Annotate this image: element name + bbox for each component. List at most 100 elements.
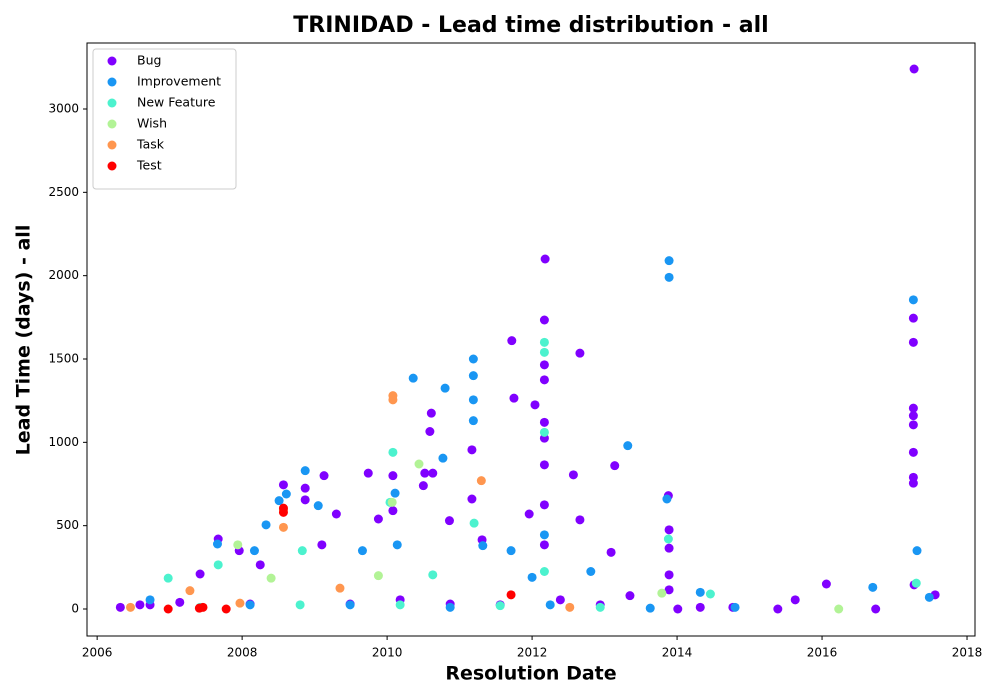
point xyxy=(331,509,341,519)
point xyxy=(645,603,655,613)
point xyxy=(575,348,585,358)
point xyxy=(664,570,674,580)
point xyxy=(821,579,831,589)
point xyxy=(408,373,418,383)
point xyxy=(319,471,329,481)
legend-label: New Feature xyxy=(137,95,216,110)
point xyxy=(363,468,373,478)
point xyxy=(313,501,323,511)
point xyxy=(673,604,683,614)
point xyxy=(300,483,310,493)
point xyxy=(705,589,715,599)
point xyxy=(664,272,674,282)
x-tick-label: 2008 xyxy=(227,646,258,660)
point xyxy=(506,546,516,556)
point xyxy=(115,602,125,612)
y-tick-label: 2500 xyxy=(48,185,79,199)
point xyxy=(395,600,405,610)
point xyxy=(662,494,672,504)
point xyxy=(426,408,436,418)
legend-marker xyxy=(107,77,117,87)
point xyxy=(235,598,245,608)
point xyxy=(507,336,517,346)
legend: Bug Improvement New Feature Wish Task Test xyxy=(92,48,237,190)
point xyxy=(163,604,173,614)
point xyxy=(539,540,549,550)
point xyxy=(438,453,448,463)
legend-label: Improvement xyxy=(137,74,221,89)
point xyxy=(233,540,243,550)
point xyxy=(773,604,783,614)
point xyxy=(539,315,549,325)
point xyxy=(388,447,398,457)
point xyxy=(834,604,844,614)
legend-marker xyxy=(107,119,117,129)
point xyxy=(212,539,222,549)
point xyxy=(300,466,310,476)
point xyxy=(664,525,674,535)
point xyxy=(335,583,345,593)
point xyxy=(185,586,195,596)
point xyxy=(555,595,565,605)
point xyxy=(261,520,271,530)
point xyxy=(695,587,705,597)
point xyxy=(908,403,918,413)
point xyxy=(281,489,291,499)
point xyxy=(274,496,284,506)
point xyxy=(467,494,477,504)
point xyxy=(297,546,307,556)
point xyxy=(388,395,398,405)
point xyxy=(790,595,800,605)
point xyxy=(345,600,355,610)
point xyxy=(163,573,173,583)
point xyxy=(610,461,620,471)
point xyxy=(255,560,265,570)
point xyxy=(195,569,205,579)
y-tick-label: 500 xyxy=(56,518,79,532)
legend-box xyxy=(92,48,237,190)
point xyxy=(495,601,505,611)
point xyxy=(506,590,516,600)
point xyxy=(595,602,605,612)
point xyxy=(539,375,549,385)
legend-marker xyxy=(107,56,117,66)
point xyxy=(657,588,667,598)
point xyxy=(540,254,550,264)
y-tick-label: 1000 xyxy=(48,435,79,449)
y-axis-label: Lead Time (days) - all xyxy=(13,225,35,456)
point xyxy=(445,602,455,612)
point xyxy=(373,514,383,524)
point xyxy=(278,522,288,532)
point xyxy=(908,478,918,488)
y-tick-label: 3000 xyxy=(48,102,79,116)
point xyxy=(924,592,934,602)
point xyxy=(278,480,288,490)
legend-marker xyxy=(107,161,117,171)
point xyxy=(414,459,424,469)
point xyxy=(213,560,223,570)
point xyxy=(545,600,555,610)
point xyxy=(539,460,549,470)
point xyxy=(467,445,477,455)
point xyxy=(908,447,918,457)
point xyxy=(135,600,145,610)
point xyxy=(245,600,255,610)
point xyxy=(428,468,438,478)
point xyxy=(625,591,635,601)
point xyxy=(428,570,438,580)
point xyxy=(664,256,674,266)
point xyxy=(908,337,918,347)
chart-title: TRINIDAD - Lead time distribution - all xyxy=(293,13,768,38)
x-tick-label: 2016 xyxy=(807,646,838,660)
legend-label: Task xyxy=(136,137,165,152)
point xyxy=(198,602,208,612)
y-tick-label: 0 xyxy=(71,602,79,616)
point xyxy=(539,500,549,510)
point xyxy=(695,602,705,612)
point xyxy=(539,337,549,347)
point xyxy=(392,540,402,550)
point xyxy=(373,571,383,581)
point xyxy=(476,476,486,486)
y-tick-label: 2000 xyxy=(48,268,79,282)
